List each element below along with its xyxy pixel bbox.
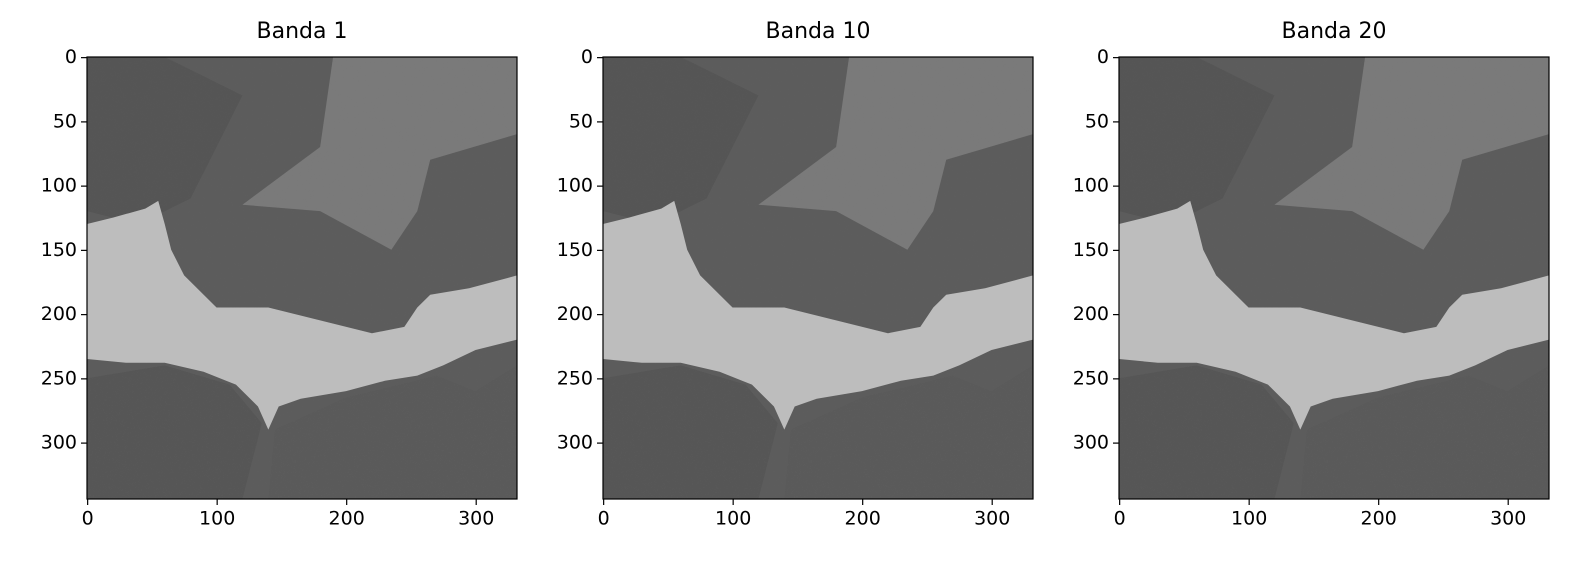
x-tick-label: 200 — [1361, 508, 1397, 530]
image — [603, 57, 1033, 499]
y-tick-label: 200 — [1073, 303, 1109, 325]
image — [1119, 57, 1549, 499]
y-tick-label: 0 — [581, 46, 593, 68]
y-tick-label: 300 — [557, 432, 593, 454]
x-tick-label: 300 — [1490, 508, 1526, 530]
x-tick-label: 0 — [1114, 508, 1126, 530]
y-tick-label: 250 — [1073, 367, 1109, 389]
panel-title: Banda 10 — [766, 19, 871, 44]
x-tick-label: 100 — [199, 508, 235, 530]
x-tick-label: 100 — [1231, 508, 1267, 530]
y-tick-label: 50 — [569, 110, 593, 132]
x-tick-label: 100 — [715, 508, 751, 530]
y-tick-label: 0 — [65, 46, 77, 68]
image — [87, 57, 517, 499]
y-tick-label: 250 — [557, 367, 593, 389]
y-tick-label: 0 — [1097, 46, 1109, 68]
y-tick-label: 150 — [557, 239, 593, 261]
y-tick-label: 100 — [557, 175, 593, 197]
y-tick-label: 300 — [1073, 432, 1109, 454]
y-tick-label: 50 — [1085, 110, 1109, 132]
x-tick-label: 0 — [598, 508, 610, 530]
y-tick-label: 100 — [1073, 175, 1109, 197]
y-tick-label: 300 — [41, 432, 77, 454]
x-tick-label: 300 — [974, 508, 1010, 530]
y-tick-label: 200 — [557, 303, 593, 325]
y-tick-label: 200 — [41, 303, 77, 325]
axes-frame — [602, 56, 1034, 500]
y-tick-label: 250 — [41, 367, 77, 389]
y-tick-label: 50 — [53, 110, 77, 132]
panel-title: Banda 20 — [1282, 19, 1387, 44]
x-tick-label: 200 — [329, 508, 365, 530]
x-tick-label: 300 — [458, 508, 494, 530]
y-tick-label: 150 — [41, 239, 77, 261]
x-tick-label: 200 — [845, 508, 881, 530]
axes-frame — [1118, 56, 1550, 500]
panel-title: Banda 1 — [257, 19, 348, 44]
y-tick-label: 100 — [41, 175, 77, 197]
y-tick-label: 150 — [1073, 239, 1109, 261]
x-tick-label: 0 — [82, 508, 94, 530]
axes-frame — [86, 56, 518, 500]
